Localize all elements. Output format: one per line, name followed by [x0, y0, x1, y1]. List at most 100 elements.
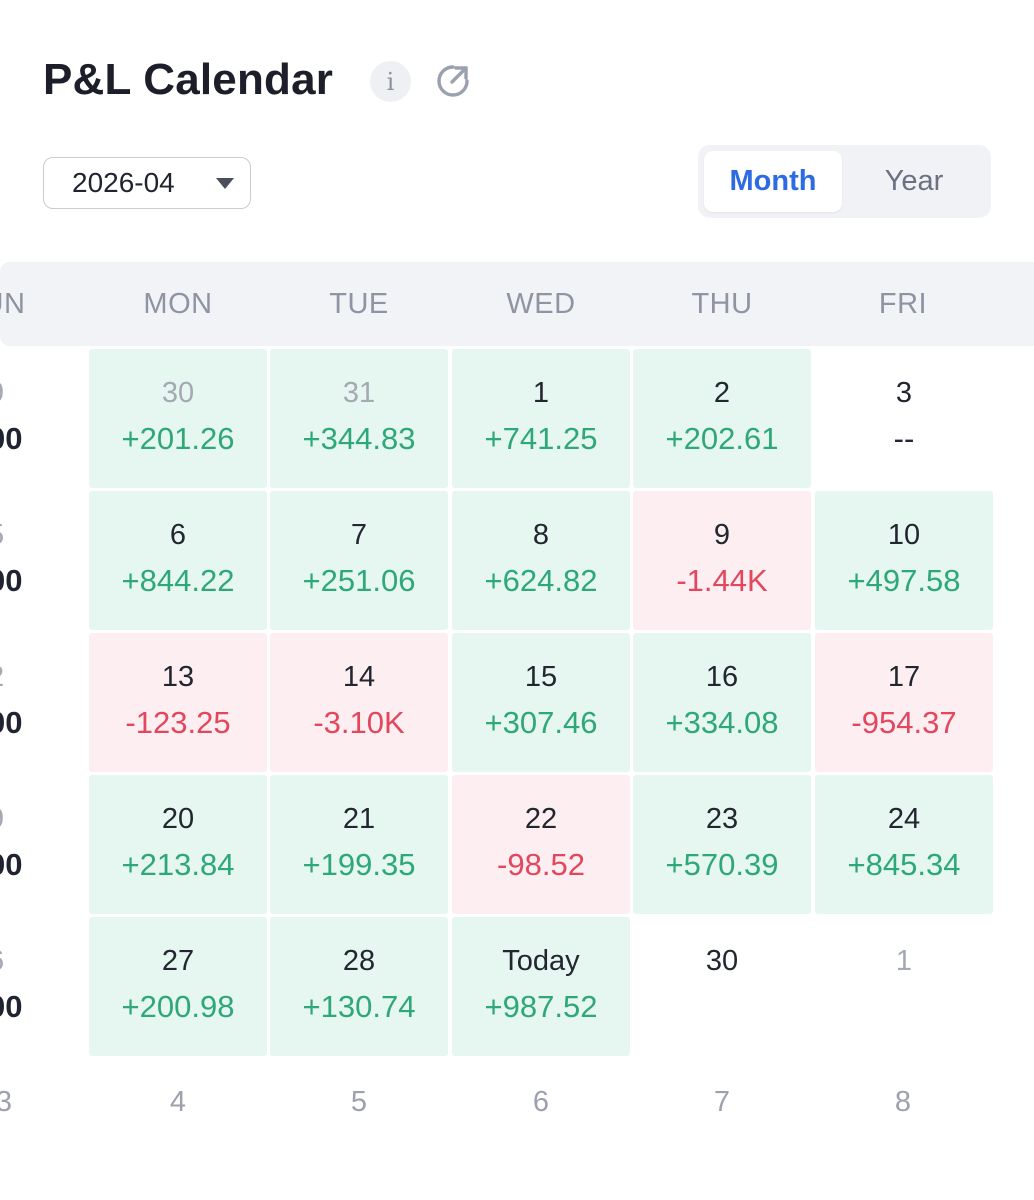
week-number: 7	[713, 1086, 731, 1118]
day-number: 30	[705, 945, 739, 977]
pnl-value: +201.26	[121, 421, 235, 456]
calendar-day-cell[interactable]: 22 -98.52	[452, 775, 630, 914]
calendar-day-cell[interactable]: 3 --	[815, 349, 993, 488]
pnl-value: +130.74	[302, 989, 416, 1024]
pnl-value: -98.52	[497, 847, 585, 882]
pnl-value: +200.98	[121, 989, 235, 1024]
calendar-day-cell[interactable]: 8 +624.82	[452, 491, 630, 630]
day-number: 28	[342, 945, 376, 977]
calendar-day-cell[interactable]: 1	[815, 917, 993, 1056]
day-number: 21	[342, 803, 376, 835]
calendar-day-cell[interactable]: 24 +845.34	[815, 775, 993, 914]
pnl-value: +251.06	[302, 563, 416, 598]
month-select[interactable]: 2026-04	[43, 157, 251, 209]
chevron-down-icon	[216, 178, 234, 189]
day-number: 24	[887, 803, 921, 835]
day-number: 30	[161, 377, 195, 409]
calendar-day-cell[interactable]: 17 -954.37	[815, 633, 993, 772]
weekday-header: UN MON TUE WED THU FRI	[0, 262, 1034, 346]
weekday-sun: UN	[0, 287, 26, 320]
pnl-value: +624.82	[484, 563, 598, 598]
calendar-day-cell[interactable]: 30 +201.26	[89, 349, 267, 488]
edge-pnl-value: 00	[0, 989, 23, 1024]
calendar-day-cell[interactable]: 31 +344.83	[270, 349, 448, 488]
pnl-value: -3.10K	[313, 705, 405, 740]
edge-pnl-value: 00	[0, 563, 23, 598]
day-number: 7	[350, 519, 368, 551]
pnl-value: -954.37	[851, 705, 957, 740]
week-number: 6	[532, 1086, 550, 1118]
calendar-day-cell[interactable]: 27 +200.98	[89, 917, 267, 1056]
day-number: 16	[705, 661, 739, 693]
day-number: 14	[342, 661, 376, 693]
edge-day-number: 2	[0, 661, 32, 694]
day-number: 10	[887, 519, 921, 551]
pnl-value: -123.25	[125, 705, 231, 740]
info-glyph: i	[386, 67, 395, 96]
calendar-day-cell[interactable]: 7 +251.06	[270, 491, 448, 630]
pnl-value: +987.52	[484, 989, 598, 1024]
calendar-day-cell[interactable]: 15 +307.46	[452, 633, 630, 772]
pnl-value: +741.25	[484, 421, 598, 456]
calendar-day-cell[interactable]: 28 +130.74	[270, 917, 448, 1056]
pnl-value: +845.34	[847, 847, 961, 882]
weekday-thu: THU	[691, 287, 753, 320]
edge-pnl-value: 00	[0, 847, 23, 882]
week-number: 8	[894, 1086, 912, 1118]
day-number: 27	[161, 945, 195, 977]
calendar-day-cell[interactable]: 16 +334.08	[633, 633, 811, 772]
pnl-value: +844.22	[121, 563, 235, 598]
day-number: 6	[169, 519, 187, 551]
day-number: 31	[342, 377, 376, 409]
calendar-day-cell[interactable]: 10 +497.58	[815, 491, 993, 630]
week-number: 5	[350, 1086, 368, 1118]
weekday-fri: FRI	[878, 287, 928, 320]
week-number: 3	[0, 1086, 13, 1118]
edge-day-number: 6	[0, 945, 32, 978]
weekday-mon: MON	[143, 287, 213, 320]
pnl-value: +213.84	[121, 847, 235, 882]
edge-day-number: 5	[0, 519, 32, 552]
pnl-value: +202.61	[665, 421, 779, 456]
edge-day-number: 9	[0, 803, 32, 836]
pnl-value: +334.08	[665, 705, 779, 740]
calendar-day-cell[interactable]: 9 -1.44K	[633, 491, 811, 630]
pnl-value: +570.39	[665, 847, 779, 882]
day-number: 23	[705, 803, 739, 835]
day-number: 1	[895, 945, 913, 977]
view-toggle: Month Year	[698, 145, 991, 218]
pnl-value: +344.83	[302, 421, 416, 456]
day-number: 17	[887, 661, 921, 693]
edge-pnl-value: 00	[0, 705, 23, 740]
pnl-value: -1.44K	[676, 563, 768, 598]
day-number: 2	[713, 377, 731, 409]
calendar-day-cell[interactable]: Today +987.52	[452, 917, 630, 1056]
external-link-icon[interactable]	[434, 62, 472, 100]
day-number: 9	[713, 519, 731, 551]
calendar-day-cell[interactable]: 23 +570.39	[633, 775, 811, 914]
pnl-value: +497.58	[847, 563, 961, 598]
toggle-month[interactable]: Month	[704, 151, 842, 212]
calendar-day-cell[interactable]: 2 +202.61	[633, 349, 811, 488]
calendar-day-cell[interactable]: 20 +213.84	[89, 775, 267, 914]
day-number: 22	[524, 803, 558, 835]
day-number: 13	[161, 661, 195, 693]
day-number: 15	[524, 661, 558, 693]
pnl-value: --	[893, 421, 915, 456]
calendar-day-cell[interactable]: 30	[633, 917, 811, 1056]
calendar-day-cell[interactable]: 13 -123.25	[89, 633, 267, 772]
day-number: 20	[161, 803, 195, 835]
pnl-value: +199.35	[302, 847, 416, 882]
calendar-day-cell[interactable]: 6 +844.22	[89, 491, 267, 630]
pnl-value: +307.46	[484, 705, 598, 740]
day-number: Today	[502, 945, 580, 977]
toggle-year[interactable]: Year	[884, 165, 944, 197]
calendar-day-cell[interactable]: 14 -3.10K	[270, 633, 448, 772]
weekday-tue: TUE	[329, 287, 389, 320]
week-number: 4	[169, 1086, 187, 1118]
weekday-wed: WED	[506, 287, 576, 320]
day-number: 8	[532, 519, 550, 551]
calendar-day-cell[interactable]: 1 +741.25	[452, 349, 630, 488]
info-icon[interactable]: i	[370, 61, 411, 102]
calendar-day-cell[interactable]: 21 +199.35	[270, 775, 448, 914]
